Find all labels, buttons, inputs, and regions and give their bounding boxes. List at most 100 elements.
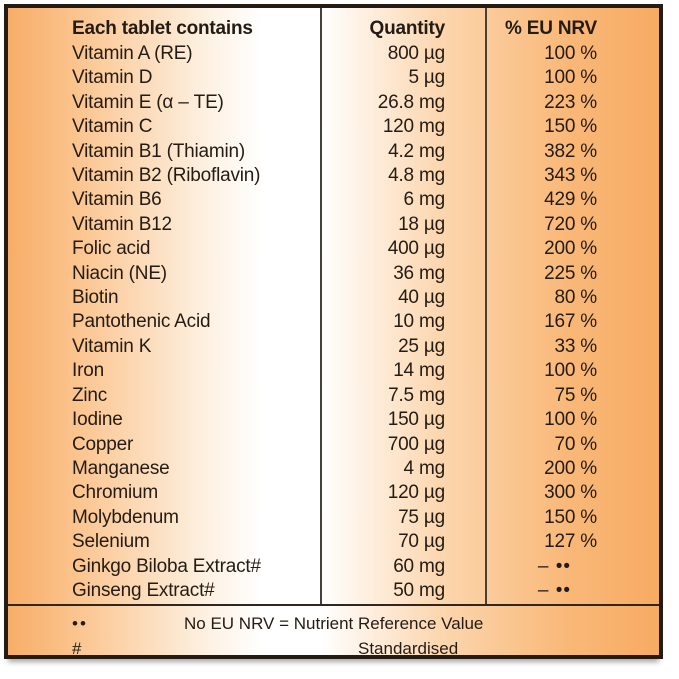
nutrient-name: Iron [72, 360, 104, 382]
nutrient-nrv: 429 % [544, 189, 597, 211]
table-row: Vitamin K 25 µg 33 % [8, 335, 659, 359]
nutrient-nrv: 75 % [554, 384, 597, 406]
table-row: Copper 700 µg 70 % [8, 433, 659, 457]
nutrient-name: Vitamin B6 [72, 189, 162, 211]
table-row: Ginseng Extract# 50 mg – •• [8, 579, 659, 603]
table-row: Vitamin B1 (Thiamin) 4.2 mg 382 % [8, 140, 659, 164]
footnote-row: •• No EU NRV = Nutrient Reference Value [8, 611, 659, 636]
table-row: Ginkgo Biloba Extract# 60 mg – •• [8, 555, 659, 579]
nutrient-name: Vitamin K [72, 335, 152, 357]
footnotes: •• No EU NRV = Nutrient Reference Value … [8, 611, 659, 659]
table-row: Vitamin B2 (Riboflavin) 4.8 mg 343 % [8, 164, 659, 188]
nutrient-name: Vitamin B12 [72, 213, 172, 235]
nutrient-name: Ginseng Extract# [72, 579, 215, 601]
nutrient-quantity: 70 µg [398, 531, 445, 553]
nutrient-name: Copper [72, 433, 134, 455]
table-row: Vitamin A (RE) 800 µg 100 % [8, 42, 659, 66]
table-row: Folic acid 400 µg 200 % [8, 237, 659, 261]
table-body: Vitamin A (RE) 800 µg 100 % Vitamin D 5 … [8, 42, 659, 603]
footnote-marker: # [72, 639, 84, 659]
nutrient-quantity: 5 µg [408, 67, 445, 89]
footnote-row: # Standardised [8, 636, 659, 659]
table-row: Molybdenum 75 µg 150 % [8, 506, 659, 530]
nutrient-nrv: 33 % [554, 335, 597, 357]
nutrient-nrv: 300 % [544, 482, 597, 504]
nutrient-name: Vitamin C [72, 116, 153, 138]
header-eu-nrv: % EU NRV [504, 18, 597, 39]
table-row: Pantothenic Acid 10 mg 167 % [8, 310, 659, 334]
table-row: Zinc 7.5 mg 75 % [8, 384, 659, 408]
nutrient-nrv: 720 % [544, 213, 597, 235]
nutrient-quantity: 6 mg [403, 189, 446, 211]
nutrient-nrv: 150 % [544, 116, 597, 138]
nutrient-nrv: 100 % [544, 360, 597, 382]
nutrient-quantity: 75 µg [398, 506, 445, 528]
nutrient-nrv: 100 % [544, 409, 597, 431]
table-row: Manganese 4 mg 200 % [8, 457, 659, 481]
table-row: Chromium 120 µg 300 % [8, 481, 659, 505]
nutrient-name: Selenium [72, 531, 150, 553]
nutrient-nrv: – •• [537, 555, 571, 577]
footnote-marker: •• [72, 614, 88, 634]
header-each-tablet-contains: Each tablet contains [72, 18, 253, 39]
nutrient-nrv: 70 % [554, 433, 597, 455]
nutrient-name: Vitamin B2 (Riboflavin) [72, 165, 261, 187]
nutrient-quantity: 150 µg [387, 409, 445, 431]
nutrient-name: Biotin [72, 287, 119, 309]
table-row: Niacin (NE) 36 mg 225 % [8, 262, 659, 286]
nutrient-name: Folic acid [72, 238, 151, 260]
nutrient-nrv: 80 % [554, 287, 597, 309]
column-divider-1 [320, 8, 322, 604]
table-row: Vitamin B6 6 mg 429 % [8, 188, 659, 212]
nutrient-quantity: 10 mg [393, 311, 445, 333]
nutrient-name: Chromium [72, 482, 159, 504]
nutrient-nrv: 225 % [544, 262, 597, 284]
nutrient-quantity: 120 mg [382, 116, 445, 138]
nutrient-quantity: 7.5 mg [388, 384, 445, 406]
nutrient-nrv: 100 % [544, 43, 597, 64]
table-row: Biotin 40 µg 80 % [8, 286, 659, 310]
nutrient-nrv: 150 % [544, 506, 597, 528]
nutrient-quantity: 36 mg [393, 262, 445, 284]
table-row: Vitamin E (α – TE) 26.8 mg 223 % [8, 91, 659, 115]
table-row: Iron 14 mg 100 % [8, 359, 659, 383]
nutrient-quantity: 400 µg [387, 238, 445, 260]
nutrient-quantity: 700 µg [387, 433, 445, 455]
table-header-row: Each tablet contains Quantity % EU NRV [8, 16, 659, 42]
nutrient-quantity: 18 µg [398, 213, 445, 235]
nutrient-name: Ginkgo Biloba Extract# [72, 555, 261, 577]
nutrient-quantity: 800 µg [387, 43, 445, 64]
footnote-separator-line [8, 604, 659, 607]
nutrient-name: Vitamin D [72, 67, 153, 89]
nutrient-name: Vitamin E (α – TE) [72, 91, 224, 113]
header-quantity: Quantity [369, 18, 446, 39]
nutrient-quantity: 4.2 mg [388, 140, 445, 162]
nutrient-name: Molybdenum [72, 506, 179, 528]
nutrient-quantity: 4 mg [403, 457, 446, 479]
footnote-text: No EU NRV = Nutrient Reference Value [184, 614, 484, 634]
column-divider-2 [485, 8, 487, 604]
nutrient-name: Niacin (NE) [72, 262, 167, 284]
nutrient-quantity: 60 mg [393, 555, 445, 577]
nutrient-name: Vitamin A (RE) [72, 43, 193, 64]
nutrient-nrv: 167 % [544, 311, 597, 333]
nutrient-quantity: 120 µg [387, 482, 445, 504]
nutrient-nrv: 343 % [544, 165, 597, 187]
nutrient-name: Iodine [72, 409, 123, 431]
nutrient-nrv: 382 % [544, 140, 597, 162]
footnote-text: Standardised [358, 639, 459, 659]
nutrient-nrv: 200 % [544, 457, 597, 479]
nutrient-name: Vitamin B1 (Thiamin) [72, 140, 246, 162]
nutrient-name: Pantothenic Acid [72, 311, 211, 333]
nutrient-nrv: 100 % [544, 67, 597, 89]
table-row: Vitamin B12 18 µg 720 % [8, 213, 659, 237]
supplement-facts-panel: Each tablet contains Quantity % EU NRV V… [4, 4, 663, 659]
nutrient-quantity: 4.8 mg [388, 165, 445, 187]
table-row: Vitamin C 120 mg 150 % [8, 115, 659, 139]
table-row: Vitamin D 5 µg 100 % [8, 66, 659, 90]
nutrient-quantity: 50 mg [393, 579, 445, 601]
nutrient-nrv: 223 % [544, 91, 597, 113]
nutrient-nrv: – •• [537, 579, 571, 601]
nutrient-quantity: 26.8 mg [377, 91, 445, 113]
nutrient-nrv: 127 % [544, 531, 597, 553]
